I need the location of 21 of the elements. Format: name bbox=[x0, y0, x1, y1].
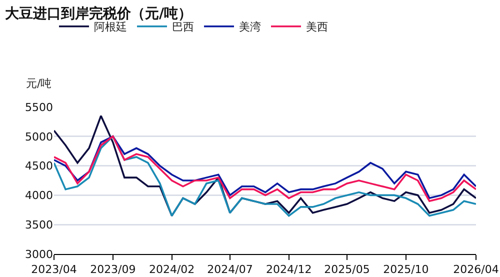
y-axis-title: 元/吨 bbox=[26, 77, 52, 90]
line-series bbox=[54, 136, 476, 217]
x-tick-label: 2023/04 bbox=[31, 263, 77, 276]
y-tick-label: 3500 bbox=[25, 218, 53, 232]
x-tick-label: 2024/07 bbox=[207, 263, 253, 276]
y-tick-label: 5500 bbox=[25, 100, 53, 114]
y-tick-label: 3000 bbox=[25, 248, 53, 261]
x-tick-label: 2024/02 bbox=[148, 263, 195, 276]
legend-label: 阿根廷 bbox=[94, 20, 127, 34]
legend-label: 美湾 bbox=[239, 20, 261, 34]
y-tick-label: 4000 bbox=[25, 189, 53, 202]
chart-title: 大豆进口到岸完税价（元/吨） bbox=[5, 5, 192, 22]
x-tick-label: 2023/09 bbox=[90, 263, 136, 276]
y-tick-label: 5000 bbox=[25, 130, 53, 144]
legend-label: 巴西 bbox=[172, 20, 194, 34]
x-tick-label: 2025/05 bbox=[324, 263, 370, 276]
legend-label: 美西 bbox=[306, 20, 328, 34]
x-tick-label: 2024/12 bbox=[266, 263, 312, 276]
x-tick-label: 2026/04 bbox=[453, 263, 499, 276]
x-tick-label: 2025/10 bbox=[383, 263, 429, 276]
y-tick-label: 4500 bbox=[25, 160, 53, 173]
